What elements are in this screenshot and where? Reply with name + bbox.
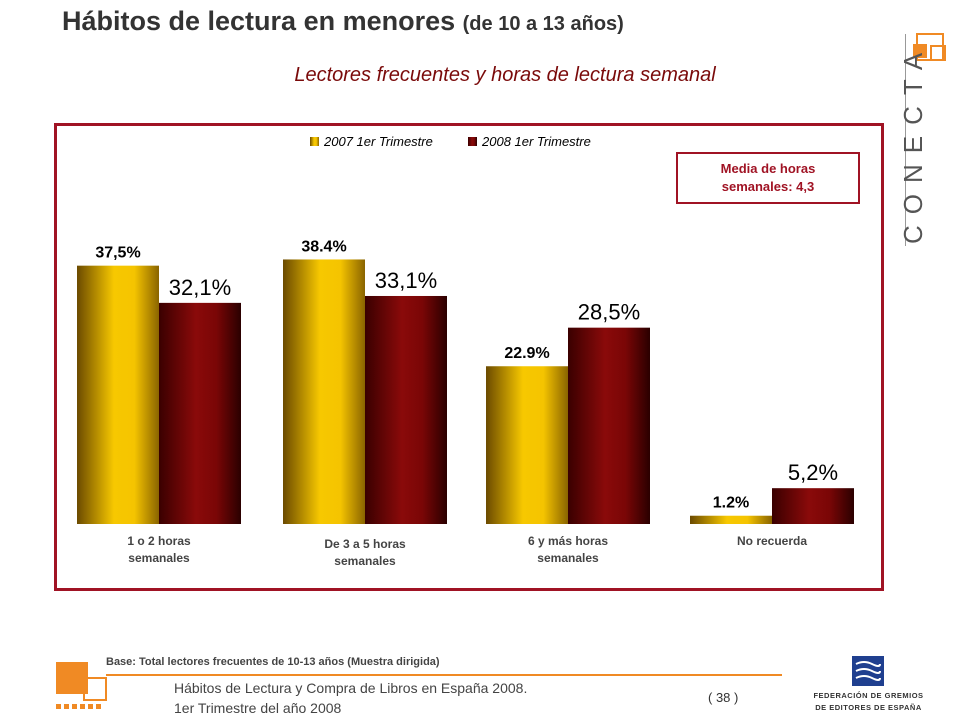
data-label-2008-0: 32,1% bbox=[169, 275, 231, 300]
legend-swatch-0 bbox=[310, 137, 319, 146]
legend-swatch-1 bbox=[468, 137, 477, 146]
page-number: ( 38 ) bbox=[708, 690, 739, 705]
footer-divider bbox=[106, 674, 782, 676]
data-label-2008-2: 28,5% bbox=[578, 300, 640, 325]
bar-2008-0 bbox=[159, 302, 241, 524]
average-hours-line1: Media de horas bbox=[720, 161, 816, 176]
page-subtitle: Lectores frecuentes y horas de lectura s… bbox=[294, 64, 716, 86]
federation-line1: FEDERACIÓN DE GREMIOS bbox=[813, 691, 924, 700]
bar-2007-0 bbox=[77, 265, 159, 524]
average-hours-line2: semanales: 4,3 bbox=[721, 179, 815, 194]
category-label-0: 1 o 2 horas bbox=[127, 534, 191, 548]
footer-line1: Hábitos de Lectura y Compra de Libros en… bbox=[174, 680, 528, 696]
category-label-1: semanales bbox=[334, 554, 396, 568]
federation-logo-icon bbox=[852, 656, 884, 686]
legend-label-0: 2007 1er Trimestre bbox=[323, 134, 433, 149]
footer-logo-icon bbox=[56, 662, 107, 709]
bar-2007-3 bbox=[690, 515, 772, 524]
data-label-2007-3: 1.2% bbox=[713, 495, 749, 512]
category-labels: 1 o 2 horas semanales De 3 a 5 horas semana… bbox=[127, 534, 807, 568]
footer-source: Hábitos de Lectura y Compra de Libros en… bbox=[174, 678, 527, 718]
federation-name: FEDERACIÓN DE GREMIOS DE EDITORES DE ESP… bbox=[806, 690, 931, 714]
data-label-2007-2: 22.9% bbox=[504, 345, 549, 362]
brand-divider bbox=[905, 34, 906, 246]
bar-2008-3 bbox=[772, 488, 854, 524]
category-label-2: semanales bbox=[537, 551, 599, 565]
page-title: Hábitos de lectura en menores (de 10 a 1… bbox=[62, 6, 624, 37]
bar-2008-2 bbox=[568, 327, 650, 524]
category-label-3: No recuerda bbox=[737, 534, 807, 548]
federation-line2: DE EDITORES DE ESPAÑA bbox=[815, 703, 922, 712]
title-main: Hábitos de lectura en menores bbox=[62, 6, 456, 36]
category-label-0: semanales bbox=[128, 551, 190, 565]
data-label-2007-0: 37,5% bbox=[95, 245, 140, 262]
data-label-2008-3: 5,2% bbox=[788, 460, 838, 485]
average-hours-box: Media de horas semanales: 4,3 bbox=[676, 152, 860, 204]
data-label-2007-1: 38.4% bbox=[301, 238, 346, 255]
conecta-logo-icon bbox=[913, 33, 946, 61]
legend-label-1: 2008 1er Trimestre bbox=[481, 134, 591, 149]
bar-2007-1 bbox=[283, 259, 365, 524]
data-label-2008-1: 33,1% bbox=[375, 268, 437, 293]
chart-legend: 2007 1er Trimestre 2008 1er Trimestre bbox=[310, 134, 591, 149]
title-sub: (de 10 a 13 años) bbox=[462, 13, 624, 35]
chart-bars: 37,5% 38.4% 22.9% 1.2% 32,1% 33,1% 28,5% 5,2% bbox=[77, 238, 854, 524]
bar-2008-1 bbox=[365, 295, 447, 524]
sample-base-note: Base: Total lectores frecuentes de 10-13… bbox=[106, 656, 440, 668]
category-label-1: De 3 a 5 horas bbox=[324, 537, 406, 551]
category-label-2: 6 y más horas bbox=[528, 534, 608, 548]
footer-line2: 1er Trimestre del año 2008 bbox=[174, 700, 342, 716]
chart-frame bbox=[54, 123, 884, 591]
bar-2007-2 bbox=[486, 366, 568, 524]
